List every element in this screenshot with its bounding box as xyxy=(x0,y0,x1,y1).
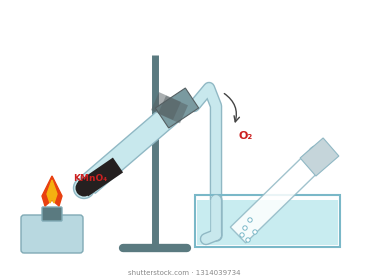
Polygon shape xyxy=(300,138,339,176)
Bar xyxy=(197,200,338,245)
Polygon shape xyxy=(158,96,188,123)
Bar xyxy=(195,195,340,247)
Polygon shape xyxy=(151,92,181,120)
Circle shape xyxy=(253,230,257,234)
Polygon shape xyxy=(42,176,62,206)
Polygon shape xyxy=(47,180,57,203)
Polygon shape xyxy=(230,151,324,243)
Circle shape xyxy=(74,178,95,199)
Text: shutterstock.com · 1314039734: shutterstock.com · 1314039734 xyxy=(128,270,240,276)
Circle shape xyxy=(243,226,247,230)
FancyBboxPatch shape xyxy=(42,207,62,221)
Circle shape xyxy=(248,218,252,222)
Circle shape xyxy=(75,179,92,197)
FancyBboxPatch shape xyxy=(21,215,83,253)
Circle shape xyxy=(240,233,244,237)
Text: KMnO₄: KMnO₄ xyxy=(73,174,107,183)
Circle shape xyxy=(308,146,329,167)
Circle shape xyxy=(246,238,250,242)
Polygon shape xyxy=(81,104,180,193)
Text: O₂: O₂ xyxy=(239,131,253,141)
Polygon shape xyxy=(78,158,123,197)
Polygon shape xyxy=(155,88,199,128)
